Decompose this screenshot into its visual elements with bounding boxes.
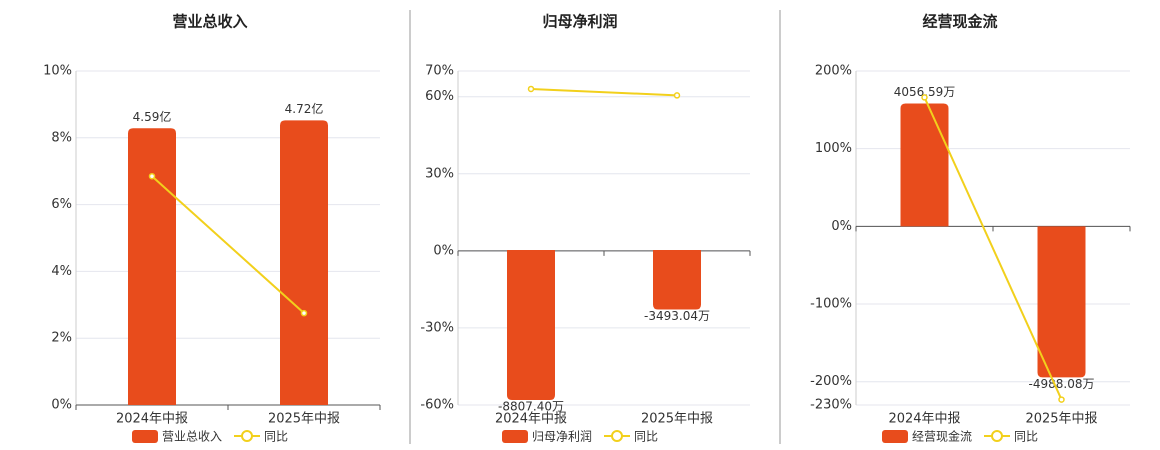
line-point: [300, 309, 308, 317]
bar: [900, 103, 949, 227]
legend-label: 同比: [264, 430, 288, 444]
x-tick-label: 2025年中报: [1025, 412, 1097, 427]
y-tick-label: -60%: [420, 398, 454, 413]
x-tick-label: 2025年中报: [268, 412, 340, 427]
value-label: 4.59亿: [133, 109, 172, 124]
y-tick-label: 60%: [425, 89, 454, 104]
legend-swatch: [132, 430, 158, 443]
chart-title: 经营现金流: [922, 13, 997, 31]
bar: [507, 250, 555, 401]
value-label: 4.72亿: [285, 101, 324, 116]
y-tick-label: -30%: [420, 320, 454, 335]
legend-swatch: [611, 430, 623, 442]
line: [530, 87, 678, 97]
line-point: [148, 172, 156, 180]
line-point: [1058, 396, 1065, 403]
y-tick-label: 10%: [43, 64, 72, 79]
line-point: [673, 92, 681, 99]
value-label: -8807.40万: [498, 400, 564, 414]
line: [151, 175, 305, 314]
value-label: -3493.04万: [644, 309, 710, 323]
y-tick-label: 100%: [815, 141, 852, 156]
bar: [1037, 226, 1086, 378]
y-tick-label: -100%: [810, 297, 852, 312]
chart-title: 营业总收入: [172, 13, 247, 31]
line-point: [527, 85, 535, 93]
y-tick-label: 0%: [831, 219, 852, 234]
y-tick-label: 6%: [51, 197, 72, 212]
y-tick-label: 200%: [815, 64, 852, 79]
y-tick-label: 4%: [51, 264, 72, 279]
y-tick-label: 2%: [51, 331, 72, 346]
y-tick-label: -200%: [810, 374, 852, 389]
legend-swatch: [991, 430, 1003, 442]
legend-label: 营业总收入: [162, 430, 222, 444]
x-tick-label: 2024年中报: [888, 412, 960, 427]
x-tick-label: 2024年中报: [116, 412, 188, 427]
x-tick-label: 2025年中报: [641, 412, 713, 427]
value-label: 4056.59万: [894, 85, 956, 99]
bar: [653, 250, 701, 310]
legend-label: 归母净利润: [532, 430, 592, 444]
line-point: [921, 94, 928, 101]
legend-swatch: [882, 430, 908, 443]
x-tick-label: 2024年中报: [495, 412, 567, 427]
y-tick-label: 70%: [425, 64, 454, 79]
chart-title: 归母净利润: [542, 13, 617, 31]
legend-swatch: [241, 430, 253, 442]
value-label: -4988.08万: [1029, 377, 1095, 391]
bar: [128, 128, 176, 406]
y-tick-label: -230%: [810, 398, 852, 413]
y-tick-label: 0%: [51, 398, 72, 413]
line: [923, 96, 1063, 400]
legend-swatch: [502, 430, 528, 443]
legend-label: 同比: [1014, 430, 1038, 444]
bar: [280, 120, 328, 405]
legend-label: 经营现金流: [912, 429, 972, 444]
legend-label: 同比: [634, 430, 658, 444]
y-tick-label: 8%: [51, 130, 72, 145]
y-tick-label: 0%: [433, 243, 454, 258]
y-tick-label: 30%: [425, 166, 454, 181]
